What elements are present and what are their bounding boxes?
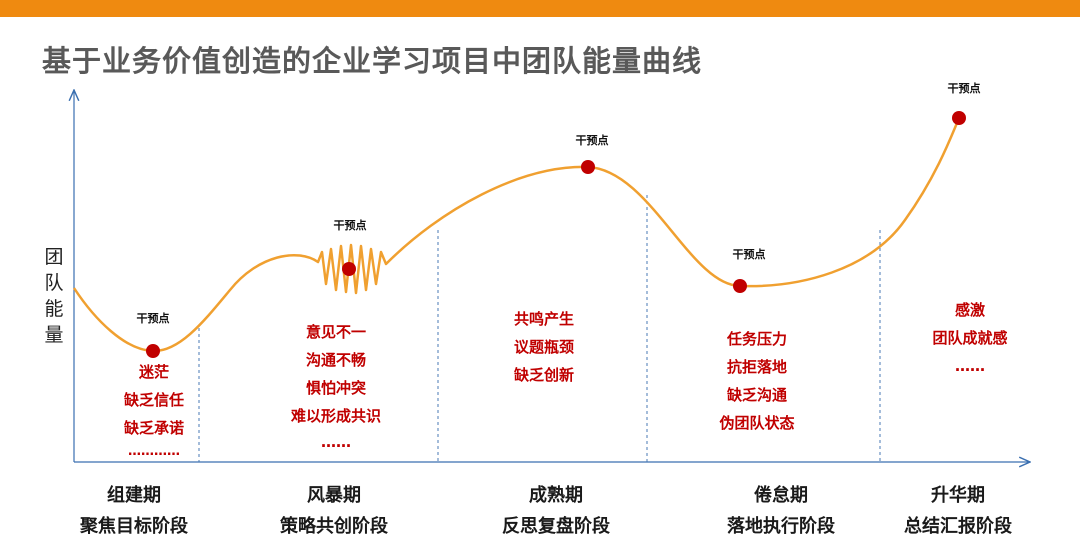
intervention-label: 干预点 (575, 134, 609, 147)
intervention-point (952, 111, 966, 125)
energy-curve (72, 117, 961, 353)
note-item: …… (320, 433, 351, 451)
note-item: 沟通不畅 (305, 351, 367, 369)
note-item: 缺乏沟通 (726, 386, 788, 404)
intervention-point (581, 160, 595, 174)
y-axis-label: 团队能量 (44, 246, 64, 346)
note-item: 共鸣产生 (513, 310, 575, 328)
note-item: 缺乏承诺 (123, 419, 185, 437)
note-item: 难以形成共识 (290, 407, 382, 425)
note-item: …… (954, 357, 985, 375)
phase-notes-burnout: 任务压力 抗拒落地 缺乏沟通 伪团队状态 (719, 325, 794, 437)
note-item: 感激 (954, 301, 986, 319)
note-item: 伪团队状态 (719, 414, 795, 432)
intervention-label: 干预点 (732, 248, 766, 261)
phase-stage: 策略共创阶段 (280, 516, 388, 537)
intervention-point (733, 279, 747, 293)
note-item: 迷茫 (138, 363, 170, 381)
phase-label-norming: 成熟期 反思复盘阶段 (502, 480, 610, 542)
page-title: 基于业务价值创造的企业学习项目中团队能量曲线 (42, 44, 703, 78)
note-item: 议题瓶颈 (513, 338, 575, 356)
phase-stage: 落地执行阶段 (727, 516, 835, 537)
intervention-label: 干预点 (333, 219, 367, 232)
note-item: 缺乏信任 (123, 391, 185, 409)
phase-name: 升华期 (931, 485, 985, 506)
note-item: 缺乏创新 (513, 366, 575, 384)
phase-stage: 总结汇报阶段 (904, 516, 1012, 537)
note-item: 意见不一 (305, 323, 367, 341)
phase-name: 成熟期 (529, 485, 583, 506)
phase-name: 组建期 (107, 485, 161, 506)
note-item: 任务压力 (726, 330, 788, 348)
intervention-label: 干预点 (136, 312, 170, 325)
note-item: ………… (127, 444, 180, 459)
intervention-point (342, 262, 356, 276)
phase-label-burnout: 倦怠期 落地执行阶段 (727, 480, 835, 542)
note-item: 团队成就感 (932, 329, 1008, 347)
phase-stage: 反思复盘阶段 (502, 516, 610, 537)
phase-notes-sublimation: 感激 团队成就感 …… (932, 296, 1007, 380)
top-accent-bar (0, 0, 1080, 17)
phase-notes-forming: 迷茫 缺乏信任 缺乏承诺 ………… (124, 358, 184, 462)
note-item: 惧怕冲突 (305, 379, 367, 397)
phase-stage: 聚焦目标阶段 (80, 516, 188, 537)
intervention-label: 干预点 (947, 82, 981, 95)
phase-label-sublimation: 升华期 总结汇报阶段 (904, 480, 1012, 542)
phase-name: 倦怠期 (754, 485, 808, 506)
phase-name: 风暴期 (307, 485, 361, 506)
intervention-point (146, 344, 160, 358)
note-item: 抗拒落地 (726, 358, 788, 376)
phase-label-forming: 组建期 聚焦目标阶段 (80, 480, 188, 542)
phase-notes-storming: 意见不一 沟通不畅 惧怕冲突 难以形成共识 …… (291, 318, 381, 454)
phase-notes-norming: 共鸣产生 议题瓶颈 缺乏创新 (514, 305, 574, 389)
phase-label-storming: 风暴期 策略共创阶段 (280, 480, 388, 542)
